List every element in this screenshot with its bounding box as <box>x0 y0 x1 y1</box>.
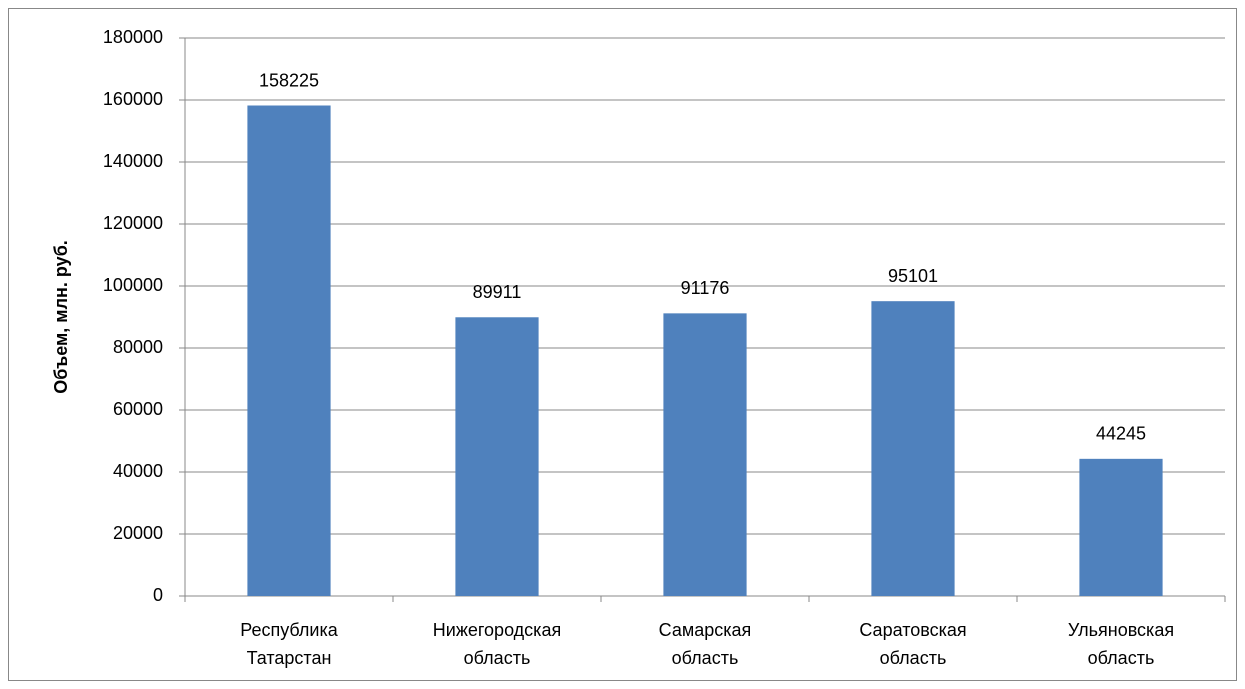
chart-frame <box>8 8 1237 681</box>
y-tick-label: 60000 <box>113 399 163 419</box>
data-label: 91176 <box>681 278 730 298</box>
y-tick-label: 120000 <box>103 213 163 233</box>
y-tick-label: 160000 <box>103 89 163 109</box>
bar <box>663 313 747 596</box>
bar <box>1079 458 1163 596</box>
y-tick-label: 180000 <box>103 27 163 47</box>
bar <box>871 301 955 596</box>
y-tick-label: 80000 <box>113 337 163 357</box>
x-tick-label: Самарская область <box>659 620 752 668</box>
y-tick-label: 100000 <box>103 275 163 295</box>
y-tick-label: 0 <box>153 585 163 605</box>
x-tick-label: Ульяновская область <box>1068 620 1174 668</box>
bar <box>455 317 539 596</box>
x-tick-label: Саратовская область <box>859 620 966 668</box>
data-label: 89911 <box>473 282 522 302</box>
data-label: 44245 <box>1096 424 1146 444</box>
data-label: 95101 <box>888 266 938 286</box>
y-tick-label: 140000 <box>103 151 163 171</box>
y-axis-title: Объем, млн. руб. <box>51 240 71 394</box>
data-label: 158225 <box>259 70 319 90</box>
y-tick-label: 40000 <box>113 461 163 481</box>
x-tick-label: Республика Татарстан <box>240 620 339 668</box>
y-tick-label: 20000 <box>113 523 163 543</box>
x-tick-label: Нижегородская область <box>433 620 561 668</box>
bar <box>247 105 331 596</box>
